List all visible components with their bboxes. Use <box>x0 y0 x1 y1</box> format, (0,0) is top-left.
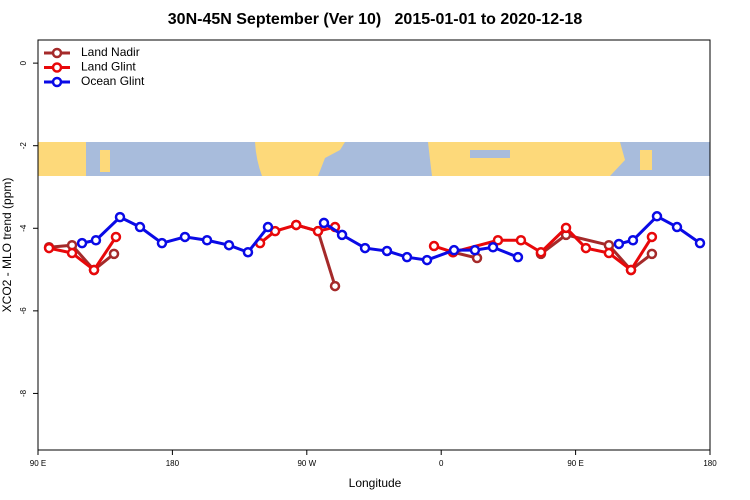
data-point <box>262 221 274 233</box>
y-tick-label: 0 <box>19 60 28 65</box>
x-axis-label: Longitude <box>349 476 402 490</box>
land <box>38 142 86 176</box>
data-point <box>646 231 658 243</box>
data-point <box>421 254 433 266</box>
land <box>255 142 345 176</box>
data-point <box>381 245 393 257</box>
data-point <box>515 235 527 246</box>
data-point <box>694 237 706 249</box>
x-tick-label: 90 E <box>567 459 583 468</box>
data-point <box>76 237 88 249</box>
data-point <box>88 264 100 276</box>
data-point <box>627 235 639 246</box>
legend-marker <box>51 47 63 59</box>
legend-label: Ocean Glint <box>81 74 145 88</box>
data-point <box>336 229 348 241</box>
data-point <box>134 221 146 233</box>
x-tick-label: 180 <box>703 459 717 468</box>
data-point <box>329 280 341 292</box>
y-tick-label: -6 <box>19 307 28 315</box>
data-point <box>512 251 524 263</box>
data-point <box>492 235 504 246</box>
data-point <box>613 238 625 250</box>
data-point <box>359 242 371 254</box>
data-point <box>469 244 481 256</box>
series-line <box>81 215 270 255</box>
y-tick-label: -2 <box>19 142 28 150</box>
data-point <box>90 235 102 246</box>
data-point <box>290 219 302 231</box>
data-point <box>580 242 592 254</box>
data-point <box>651 211 663 222</box>
plot-frame <box>37 39 711 451</box>
data-point <box>110 231 122 243</box>
x-tick-label: 90 E <box>30 459 46 468</box>
legend-marker <box>51 76 63 88</box>
data-point <box>223 239 235 251</box>
x-tick-label: 180 <box>166 459 180 468</box>
chart-title: 30N-45N September (Ver 10) 2015-01-01 to… <box>168 11 583 28</box>
series-line <box>48 236 118 273</box>
sea <box>470 150 510 158</box>
legend-label: Land Glint <box>81 60 136 74</box>
series-line <box>323 221 519 262</box>
data-point <box>43 242 55 254</box>
data-point <box>179 231 191 243</box>
land <box>640 150 652 170</box>
land <box>428 142 625 176</box>
data-point <box>242 246 254 258</box>
y-tick-label: -8 <box>19 389 28 397</box>
data-point <box>108 248 120 260</box>
x-tick-label: 90 W <box>297 459 316 468</box>
y-axis-label: XCO2 - MLO trend (ppm) <box>0 178 14 313</box>
series-line <box>48 243 115 273</box>
x-tick-label: 0 <box>439 459 444 468</box>
data-point <box>625 264 637 276</box>
data-point <box>448 244 460 256</box>
data-point <box>428 240 440 252</box>
y-tick-label: -4 <box>19 224 28 232</box>
data-point <box>646 248 658 260</box>
data-point <box>312 225 324 237</box>
legend-label: Land Nadir <box>81 45 140 59</box>
data-point <box>66 247 78 259</box>
data-point <box>560 222 572 234</box>
map-band <box>38 142 710 176</box>
data-point <box>201 235 213 246</box>
data-point <box>114 211 126 223</box>
data-point <box>318 217 330 229</box>
legend-marker <box>51 62 63 73</box>
data-point <box>535 246 547 258</box>
data-point <box>401 251 413 263</box>
data-point <box>487 242 499 253</box>
data-point <box>603 247 615 259</box>
data-point <box>156 237 168 249</box>
land <box>100 150 110 172</box>
data-point <box>671 221 683 233</box>
